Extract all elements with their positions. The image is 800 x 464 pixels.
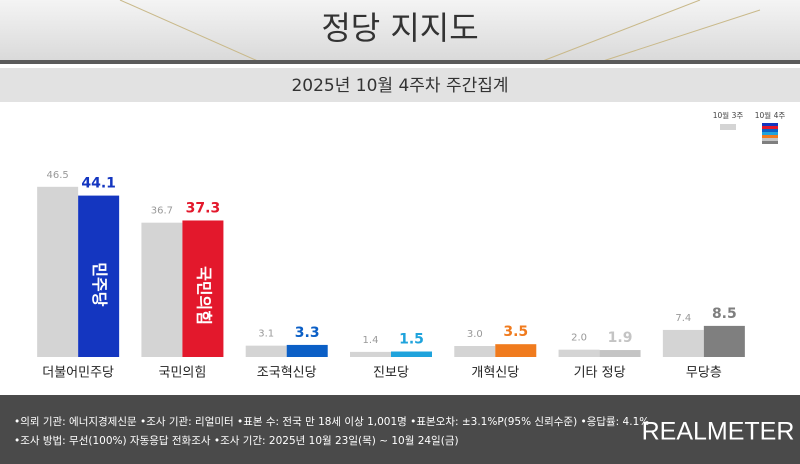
- bar: [495, 344, 537, 357]
- value-label: 3.5: [503, 324, 528, 340]
- bar: [141, 222, 183, 357]
- legend-swatch: [720, 124, 736, 130]
- bar: [37, 186, 79, 357]
- bar: [182, 220, 224, 357]
- value-label: 1.9: [608, 330, 633, 346]
- bar: [78, 195, 120, 357]
- bar: [454, 346, 496, 357]
- chart-title: 정당 지지도: [321, 9, 478, 47]
- value-label: 1.5: [399, 332, 424, 348]
- value-label: 8.5: [712, 306, 737, 322]
- x-tick-label: 기타 정당: [574, 366, 626, 381]
- legend-swatch: [762, 126, 778, 129]
- bar: [350, 351, 391, 357]
- legend-swatch: [762, 135, 778, 138]
- bar: [599, 350, 641, 357]
- legend-label: 10월 3주: [713, 110, 744, 120]
- value-label: 3.3: [295, 325, 320, 341]
- header-band: [0, 0, 800, 62]
- footer-line: •의뢰 기관: 에너지경제신문 •조사 기관: 리얼미터 •표본 수: 전국 만…: [14, 415, 649, 428]
- bar: [245, 345, 287, 357]
- footer-band: [0, 395, 800, 464]
- legend-swatch: [762, 129, 778, 132]
- bar: [558, 349, 600, 357]
- value-label: 7.4: [675, 313, 691, 324]
- footer-line: •조사 방법: 무선(100%) 자동응답 전화조사 •조사 기간: 2025년…: [14, 434, 459, 447]
- x-tick-label: 무당층: [686, 366, 722, 381]
- bar: [703, 325, 745, 357]
- value-label: 3.0: [467, 329, 483, 340]
- x-tick-label: 조국혁신당: [257, 366, 317, 381]
- value-label: 1.4: [363, 335, 379, 346]
- value-label: 37.3: [186, 200, 221, 216]
- x-tick-label: 국민의힘: [159, 366, 207, 381]
- x-tick-label: 더불어민주당: [42, 366, 114, 381]
- value-label: 46.5: [47, 170, 69, 181]
- value-label: 2.0: [571, 333, 587, 344]
- bar: [662, 329, 704, 357]
- bar: [391, 351, 432, 357]
- x-tick-label: 진보당: [373, 366, 409, 381]
- legend-swatch: [762, 141, 778, 144]
- bar-logo: 민주당: [90, 262, 109, 306]
- legend-swatch: [762, 132, 778, 135]
- value-label: 3.1: [258, 329, 274, 340]
- bar: [286, 344, 328, 357]
- legend-label: 10월 4주: [755, 110, 786, 120]
- x-tick-label: 개혁신당: [471, 366, 519, 381]
- subtitle-band: [0, 68, 800, 102]
- value-label: 44.1: [81, 176, 116, 192]
- header-rule: [0, 60, 800, 64]
- bar-logo: 국민의힘: [194, 266, 213, 325]
- chart-subtitle: 2025년 10월 4주차 주간집계: [291, 76, 508, 96]
- legend-swatch: [762, 138, 778, 141]
- brand: REALMETER: [642, 418, 795, 446]
- value-label: 36.7: [151, 206, 173, 217]
- header-decoration: [119, 0, 761, 63]
- legend-swatch: [762, 123, 778, 126]
